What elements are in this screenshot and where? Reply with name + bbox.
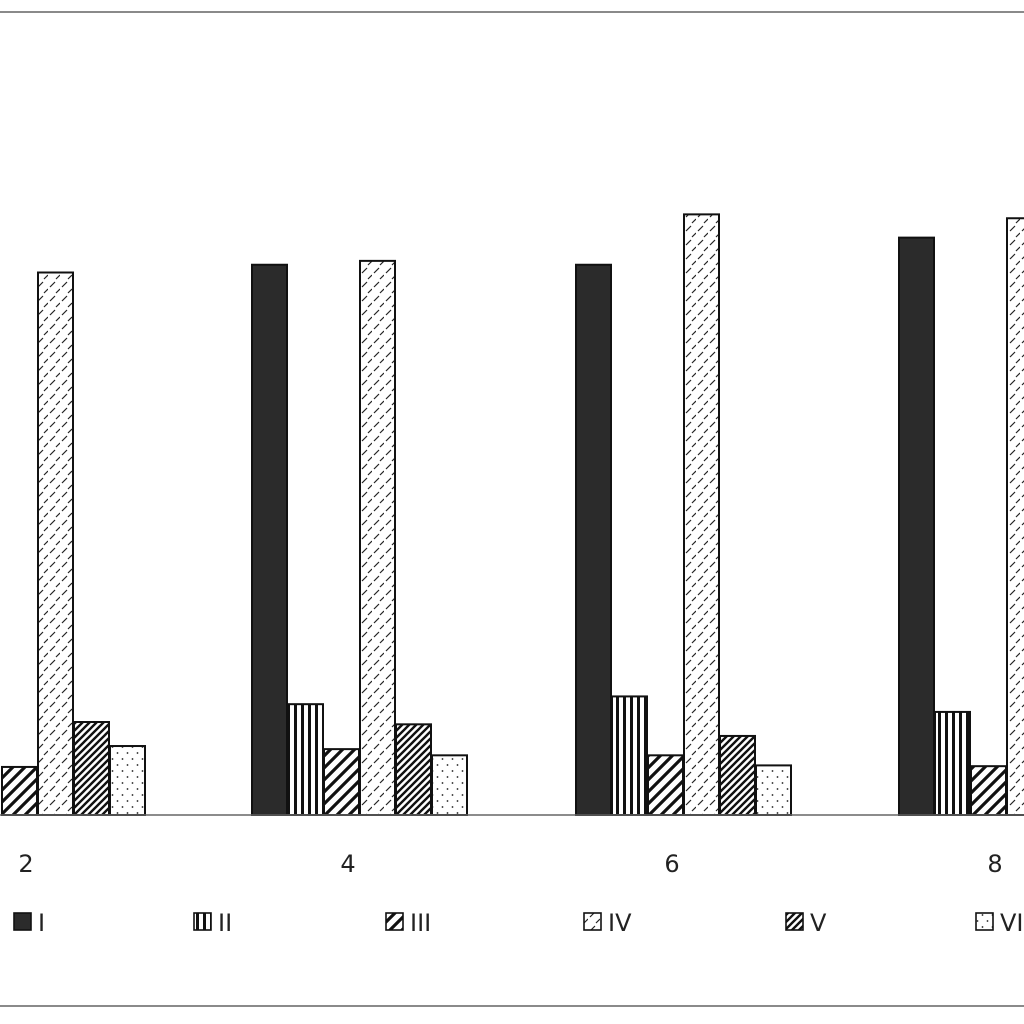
x-tick-label: 4 <box>340 850 355 878</box>
bar-series-v-cat-4 <box>395 723 432 817</box>
bar-series-iii-cat-8 <box>970 765 1007 816</box>
bar-series-iii-cat-2 <box>1 765 38 817</box>
legend-label-v: V <box>810 909 827 937</box>
bar-series-i-cat-6 <box>575 263 612 816</box>
bar-series-vi-cat-4 <box>431 754 468 817</box>
legend-label-iii: III <box>410 909 431 937</box>
legend-label-vi: VI <box>1000 909 1024 937</box>
bar-series-i-cat-8 <box>898 236 935 816</box>
bar-series-iii-cat-4 <box>323 748 360 816</box>
bar-series-ii-cat-8 <box>934 710 971 816</box>
legend-swatch-iii <box>385 912 404 931</box>
bar-series-vi-cat-2 <box>109 745 146 817</box>
legend-label-iv: IV <box>608 909 632 937</box>
legend-swatch-v <box>785 912 804 931</box>
bar-series-i-cat-4 <box>251 263 288 816</box>
bars-group <box>1 213 1024 817</box>
bar-series-v-cat-2 <box>73 721 110 816</box>
legend-swatch-i <box>13 912 32 931</box>
x-tick-label: 6 <box>664 850 679 878</box>
x-tick-label: 8 <box>987 850 1002 878</box>
x-tick-label: 2 <box>18 850 33 878</box>
bar-series-ii-cat-4 <box>287 703 324 816</box>
legend-label-ii: II <box>218 909 232 937</box>
legend-swatch-iv <box>583 912 602 931</box>
bar-series-vi-cat-6 <box>755 764 792 817</box>
x-tick-labels: 2 4 6 8 <box>18 850 1002 878</box>
legend-swatch-vi <box>975 912 994 931</box>
legend-label-i: I <box>38 909 45 937</box>
bar-series-iv-cat-8 <box>1006 217 1024 816</box>
bar-series-iv-cat-2 <box>37 271 74 816</box>
bar-series-ii-cat-6 <box>611 695 648 816</box>
legend-swatch-ii <box>193 912 212 931</box>
bar-series-iv-cat-4 <box>359 259 396 816</box>
legend: I II III IV V VI <box>13 909 1024 937</box>
bar-series-v-cat-6 <box>719 734 756 817</box>
bar-series-iv-cat-6 <box>683 213 720 816</box>
bar-series-iii-cat-6 <box>647 754 684 817</box>
